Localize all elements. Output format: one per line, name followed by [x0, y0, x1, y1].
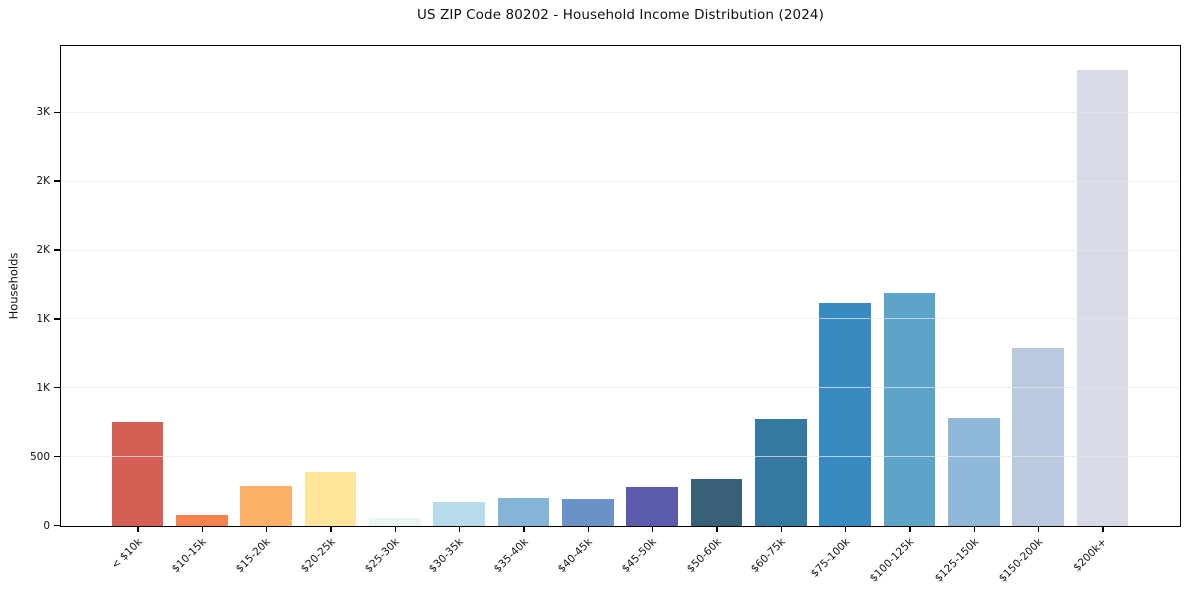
bar-$150-200k — [1012, 348, 1064, 526]
y-tick-label: 500 — [29, 450, 50, 463]
y-tick-label: 0 — [43, 519, 50, 532]
x-tick-mark — [973, 527, 975, 532]
x-tick-mark — [844, 527, 847, 532]
bar-$40-45k — [562, 498, 614, 526]
y-tick-mark — [54, 180, 60, 182]
x-tick-mark — [458, 527, 461, 532]
gridline — [61, 318, 1180, 320]
gridline — [61, 180, 1180, 182]
y-tick-label: 3K — [36, 106, 50, 119]
y-tick-mark — [54, 387, 60, 389]
bar-$50-60k — [690, 479, 743, 526]
x-tick-mark — [1102, 527, 1104, 532]
bar-$75-100k — [819, 303, 871, 526]
x-tick-mark — [137, 527, 139, 532]
plot-area — [60, 45, 1181, 527]
bar-$60-75k — [755, 418, 807, 526]
x-tick-mark — [201, 527, 204, 532]
gridline — [61, 387, 1180, 389]
bar-$25-30k — [369, 518, 421, 526]
gridline — [61, 111, 1180, 113]
bar-$15-20k — [240, 486, 292, 526]
y-tick-label: 1K — [36, 381, 50, 394]
x-tick-mark — [330, 527, 332, 532]
bar-$100-125k — [883, 292, 936, 526]
x-tick-mark — [587, 527, 590, 532]
bar-< $10k — [111, 421, 164, 526]
bar-$30-35k — [433, 501, 485, 526]
bar-$35-40k — [497, 497, 550, 526]
x-tick-mark — [716, 527, 718, 532]
chart-title: US ZIP Code 80202 - Household Income Dis… — [417, 7, 824, 23]
gridline — [61, 249, 1180, 251]
x-tick-mark — [394, 527, 397, 532]
y-tick-label: 2K — [36, 175, 50, 188]
y-tick-label: 2K — [36, 244, 50, 257]
bar-$10-15k — [176, 515, 228, 526]
x-tick-mark — [651, 527, 654, 532]
bar-$200k+ — [1076, 70, 1129, 526]
y-tick-mark — [54, 249, 60, 251]
y-tick-mark — [54, 318, 60, 320]
x-tick-mark — [266, 527, 268, 532]
bar-$20-25k — [304, 472, 357, 526]
y-tick-mark — [54, 111, 60, 114]
x-tick-mark — [523, 527, 525, 532]
gridline — [61, 456, 1180, 458]
x-tick-mark — [780, 527, 782, 532]
x-tick-mark — [909, 527, 911, 532]
y-tick-label: 1K — [36, 312, 50, 325]
bar-$125-150k — [948, 417, 1000, 526]
y-tick-mark — [54, 455, 60, 458]
bar-$45-50k — [626, 487, 678, 526]
y-tick-mark — [54, 524, 60, 527]
x-tick-mark — [1037, 527, 1040, 532]
